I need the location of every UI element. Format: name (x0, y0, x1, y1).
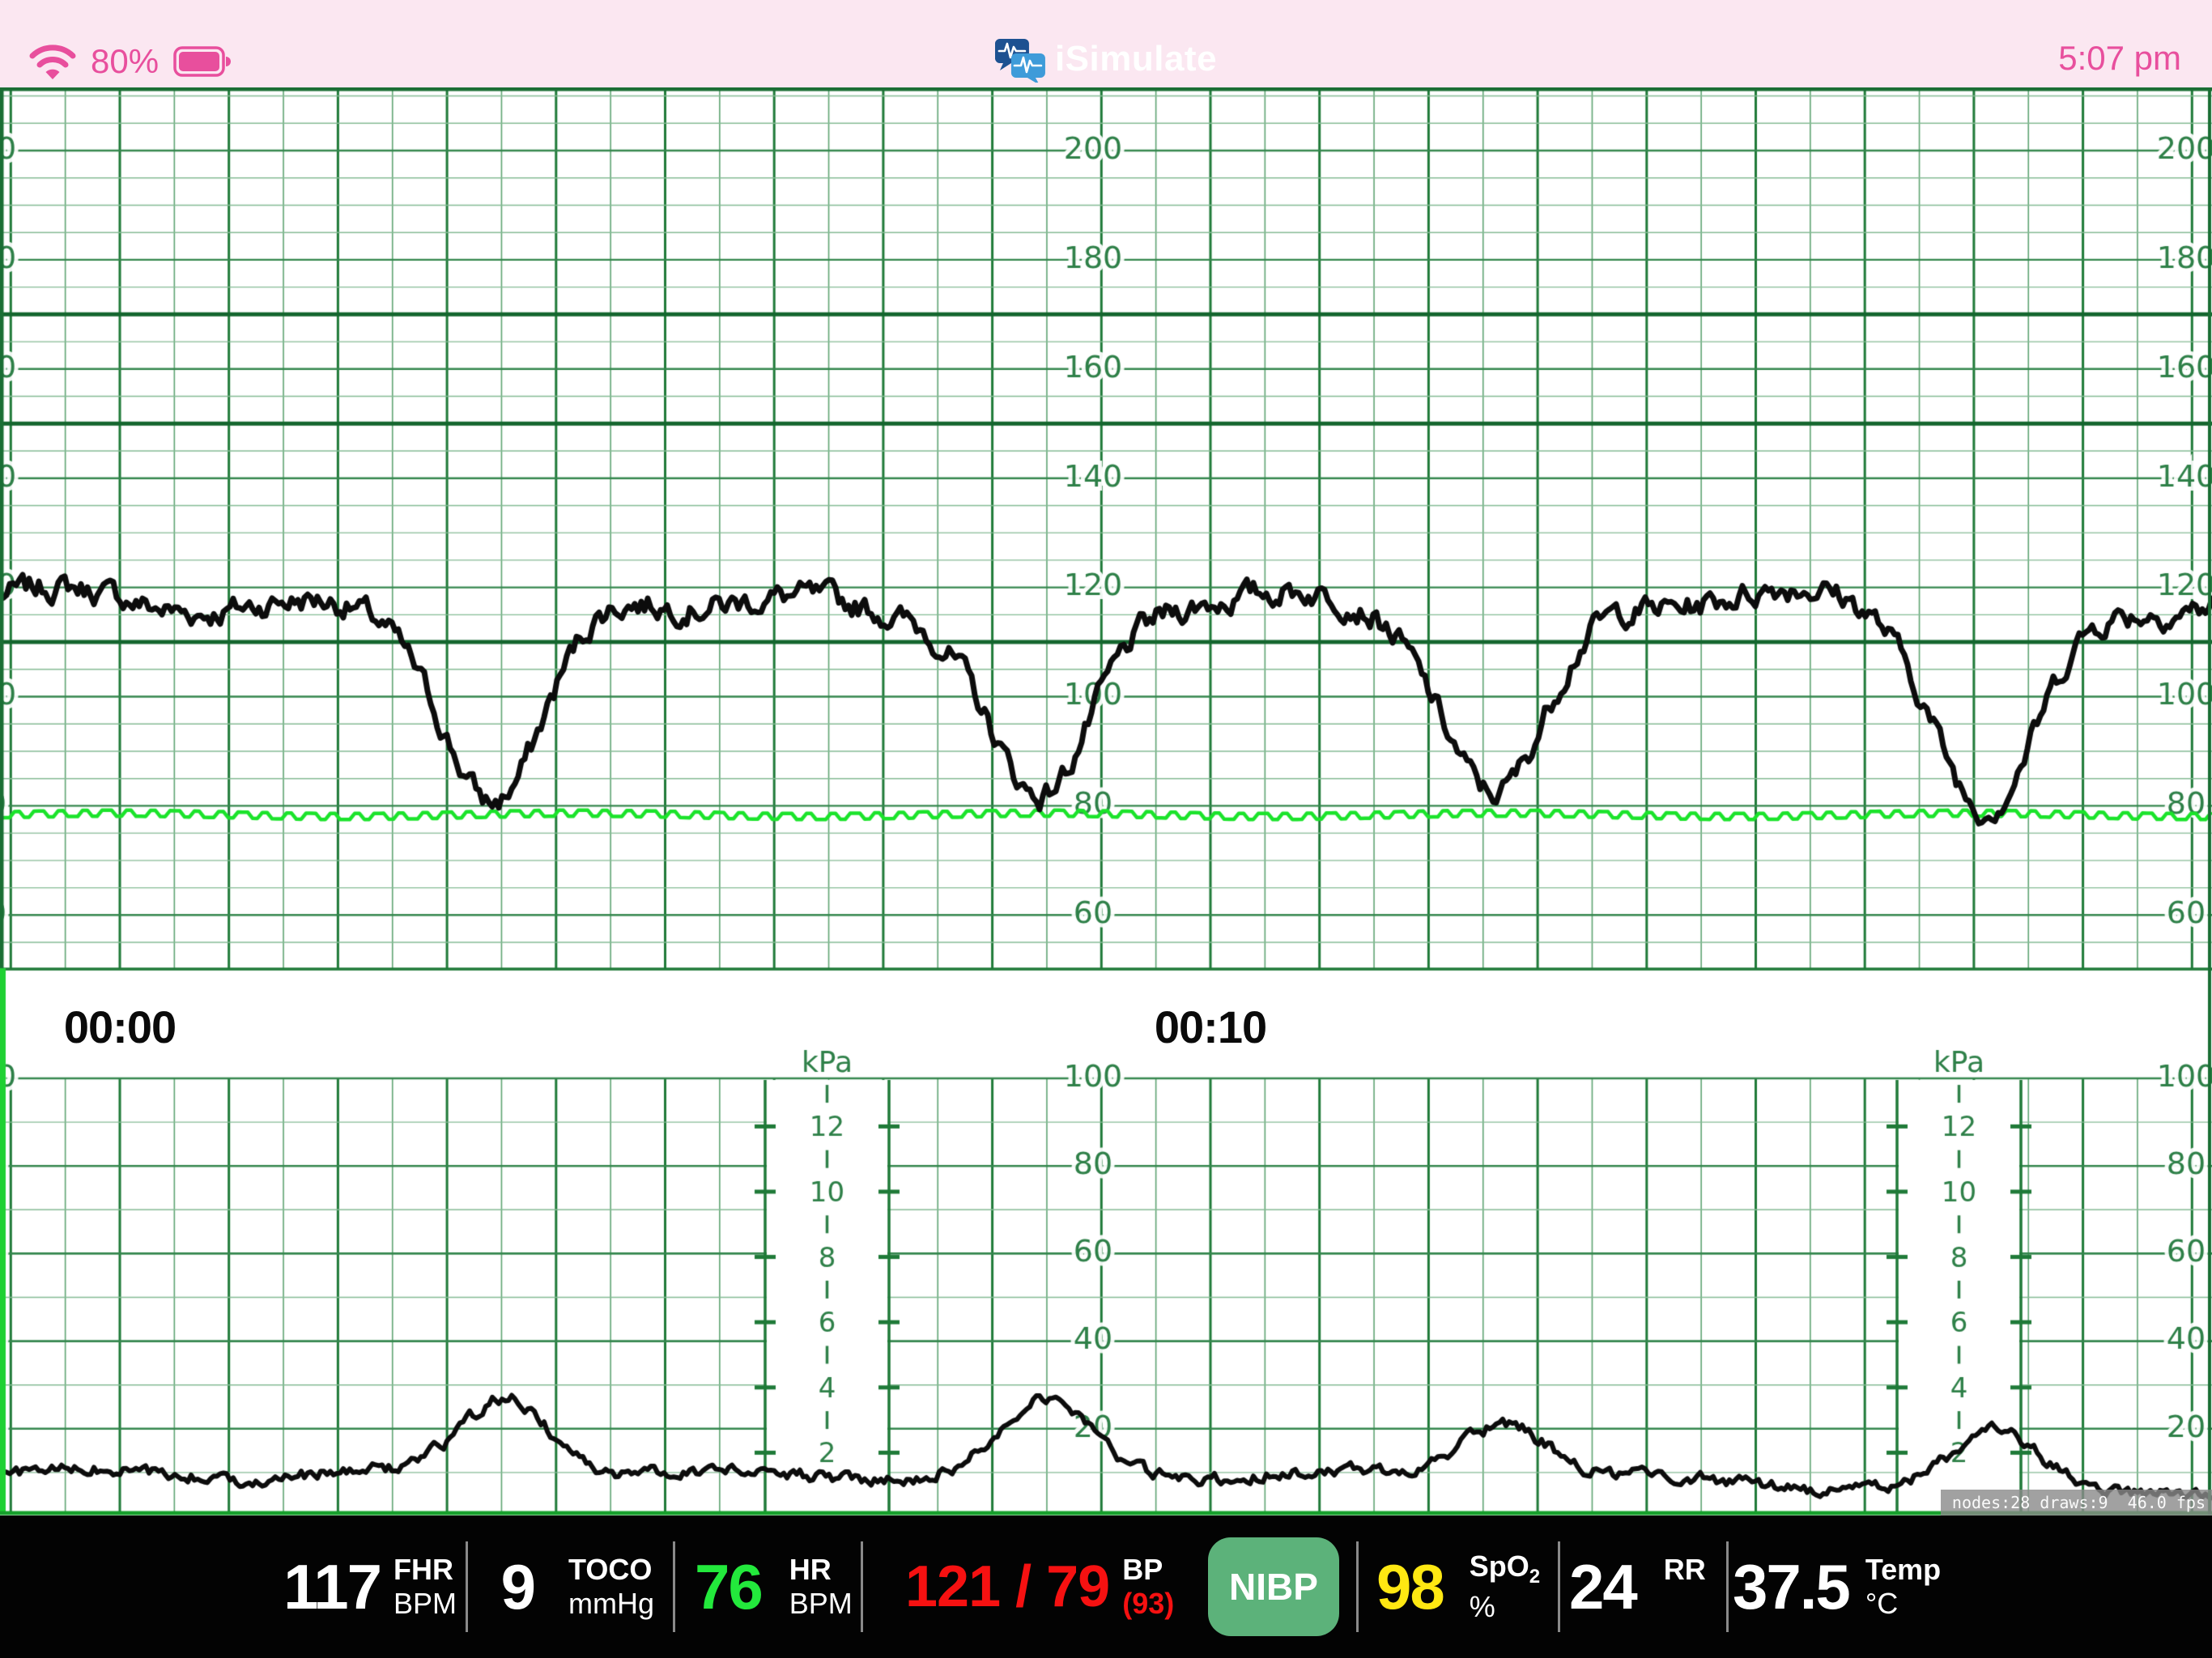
vital-hr: 76 HR BPM (695, 1516, 853, 1658)
toco-label: TOCO (568, 1553, 653, 1586)
battery-icon (173, 46, 232, 77)
vitals-divider (1356, 1541, 1359, 1632)
vital-bp: 121 / 79 BP (93) (905, 1516, 1174, 1658)
strip-timestamp-0: 00:00 (63, 1001, 177, 1052)
nibp-button[interactable]: NIBP (1208, 1537, 1339, 1636)
temp-value: 37.5 (1733, 1551, 1851, 1622)
vitals-divider (1558, 1541, 1560, 1632)
bp-map-value: (93) (1122, 1587, 1175, 1620)
vitals-divider (466, 1541, 468, 1632)
rr-label: RR (1663, 1553, 1706, 1586)
vital-temp: 37.5 Temp °C (1733, 1516, 1941, 1658)
battery-percent-label: 80% (91, 42, 160, 80)
fhr-label: FHR (393, 1553, 453, 1586)
vitals-divider (673, 1541, 675, 1632)
rr-value: 24 (1569, 1551, 1638, 1622)
strip-timestamp-1: 00:10 (1154, 1001, 1267, 1052)
temp-label: Temp (1865, 1553, 1942, 1586)
vital-spo2: 98 SpO2 % (1376, 1516, 1540, 1658)
wifi-icon (29, 45, 76, 79)
bp-value: 121 / 79 (905, 1554, 1110, 1619)
status-left-group: 80% (29, 42, 232, 81)
hr-value: 76 (695, 1551, 764, 1622)
vitals-divider (1726, 1541, 1729, 1632)
toco-value: 9 (500, 1551, 536, 1622)
vitals-bar: 117 FHR BPM 9 TOCO mmHg 76 HR BPM 121 / … (0, 1516, 2212, 1658)
app-logo: iSimulate (994, 36, 1218, 83)
logo-text: iSimulate (1054, 39, 1218, 79)
fhr-unit: BPM (393, 1587, 457, 1620)
bp-label: BP (1122, 1553, 1163, 1586)
vital-fhr: 117 FHR BPM (251, 1516, 457, 1658)
hr-unit: BPM (789, 1587, 853, 1620)
fhr-value: 117 (283, 1551, 382, 1622)
clock-label: 5:07 pm (2058, 39, 2181, 77)
status-bar: 80% iSimulate 5:07 pm (0, 0, 2212, 87)
vitals-divider (861, 1541, 863, 1632)
spo2-label: SpO2 (1469, 1550, 1541, 1588)
toco-unit: mmHg (568, 1587, 654, 1620)
vital-rr: 24 RR (1569, 1516, 1706, 1658)
vital-toco: 9 TOCO mmHg (484, 1516, 654, 1658)
spo2-value: 98 (1376, 1551, 1445, 1622)
chat-bubbles-ecg-icon (994, 39, 1045, 83)
hr-label: HR (789, 1553, 832, 1586)
temp-unit: °C (1865, 1587, 1899, 1620)
renderer-debug-overlay: nodes:28 draws:9 46.0 fps (1940, 1490, 2212, 1516)
spo2-unit: % (1469, 1589, 1495, 1623)
